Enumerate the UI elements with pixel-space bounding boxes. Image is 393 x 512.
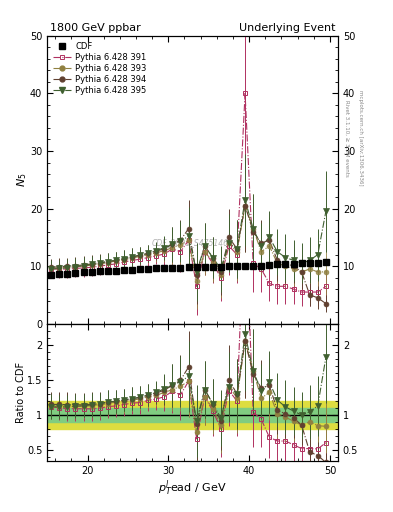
Y-axis label: $N_5$: $N_5$	[15, 173, 29, 187]
Y-axis label: Ratio to CDF: Ratio to CDF	[16, 361, 26, 423]
Text: Rivet 3.1.10, ≥ 3.3M events: Rivet 3.1.10, ≥ 3.3M events	[344, 100, 349, 177]
Legend: CDF, Pythia 6.428 391, Pythia 6.428 393, Pythia 6.428 394, Pythia 6.428 395: CDF, Pythia 6.428 391, Pythia 6.428 393,…	[51, 40, 149, 97]
X-axis label: $p_T^l$ead / GeV: $p_T^l$ead / GeV	[158, 478, 227, 498]
Text: CDF_2001_S4751469: CDF_2001_S4751469	[152, 239, 233, 248]
Text: 1800 GeV ppbar: 1800 GeV ppbar	[50, 23, 141, 33]
Text: mcplots.cern.ch [arXiv:1306.3436]: mcplots.cern.ch [arXiv:1306.3436]	[358, 91, 363, 186]
Text: Underlying Event: Underlying Event	[239, 23, 335, 33]
